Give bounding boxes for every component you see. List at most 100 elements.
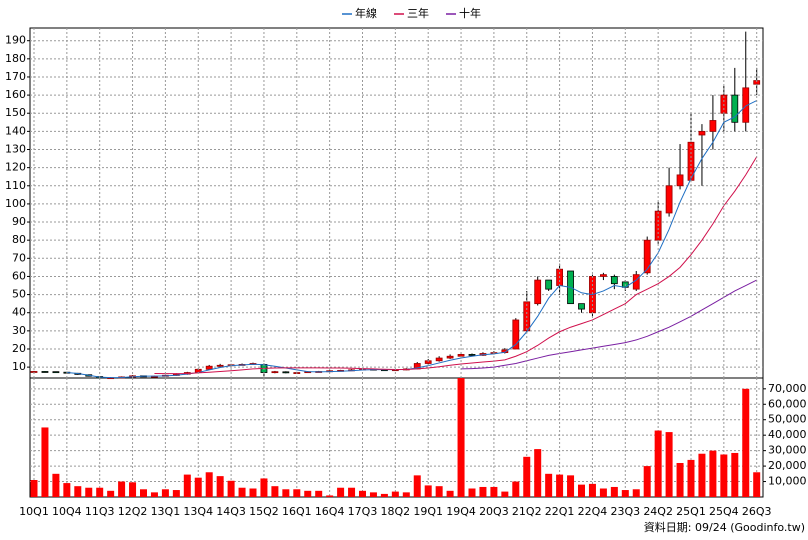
volume-bar — [260, 478, 268, 497]
volume-bar — [326, 495, 334, 497]
x-tick-label: 25Q1 — [676, 505, 706, 518]
volume-bar — [140, 489, 147, 497]
x-tick-label: 24Q2 — [643, 505, 673, 518]
volume-bar — [512, 481, 520, 497]
volume-bar — [610, 486, 618, 497]
volume-bar — [118, 481, 126, 497]
volume-bar — [348, 487, 356, 497]
volume-bar — [457, 378, 465, 497]
x-tick-label: 17Q3 — [348, 505, 378, 518]
x-tick-label: 12Q2 — [118, 505, 148, 518]
candle-body — [545, 279, 553, 290]
candle-body — [742, 87, 750, 123]
x-tick-label: 16Q4 — [315, 505, 345, 518]
volume-bar — [556, 474, 564, 497]
volume-bar — [63, 483, 71, 497]
x-tick-label: 21Q2 — [512, 505, 542, 518]
x-tick-label: 16Q1 — [282, 505, 312, 518]
volume-bar — [720, 454, 728, 497]
y-tick-label: 40,000 — [768, 428, 807, 441]
volume-bar — [282, 489, 290, 497]
x-tick-label: 15Q2 — [249, 505, 279, 518]
y-tick-label: 90 — [12, 215, 26, 228]
volume-bar — [249, 488, 257, 497]
y-tick-label: 20 — [12, 342, 26, 355]
volume-bar — [654, 430, 662, 497]
y-tick-label: 70,000 — [768, 382, 807, 395]
volume-bar — [216, 476, 224, 497]
volume-bar — [30, 480, 38, 497]
volume-bar — [96, 487, 104, 497]
price-panel — [29, 27, 764, 379]
y-tick-label: 130 — [5, 143, 26, 156]
volume-bar — [665, 432, 673, 497]
volume-bar — [161, 489, 169, 497]
y-tick-label: 60,000 — [768, 397, 807, 410]
candle-body — [512, 319, 520, 350]
y-tick-label: 160 — [5, 88, 26, 101]
x-tick-label: 22Q4 — [578, 505, 608, 518]
candle-body — [271, 371, 279, 374]
volume-bar — [621, 490, 629, 497]
volume-bar — [172, 490, 180, 497]
volume-bar — [369, 492, 377, 497]
candle-body — [534, 279, 542, 305]
volume-bar — [183, 474, 191, 497]
x-tick-label: 19Q1 — [413, 505, 443, 518]
legend-label: 十年 — [459, 6, 481, 20]
y-tick-label: 150 — [5, 106, 26, 119]
x-tick-label: 13Q1 — [151, 505, 181, 518]
volume-bar — [85, 487, 93, 497]
volume-bar — [643, 466, 651, 497]
x-tick-label: 10Q1 — [19, 505, 49, 518]
y-tick-label: 10 — [12, 360, 26, 373]
volume-bar — [194, 477, 202, 497]
volume-bar — [632, 489, 640, 497]
volume-bar — [676, 463, 684, 497]
volume-bar — [578, 484, 585, 497]
candle-body — [600, 274, 607, 277]
candle-body — [435, 357, 443, 362]
volume-bar — [709, 450, 717, 497]
volume-bar — [599, 488, 607, 497]
y-tick-label: 180 — [5, 52, 26, 65]
y-tick-label: 20,000 — [768, 459, 807, 472]
volume-bar — [380, 493, 388, 497]
y-tick-label: 30 — [12, 324, 26, 337]
volume-bar — [424, 485, 432, 497]
volume-bar — [501, 491, 509, 497]
candle-body — [731, 94, 739, 123]
volume-bar — [337, 487, 345, 497]
x-tick-label: 20Q3 — [479, 505, 509, 518]
candle-body — [468, 354, 476, 356]
x-tick-label: 23Q3 — [610, 505, 640, 518]
volume-bar — [413, 475, 421, 497]
volume-bar — [402, 492, 410, 497]
volume-bar — [150, 492, 158, 497]
volume-bar — [545, 473, 553, 497]
candle-body — [643, 239, 651, 274]
y-tick-label: 50,000 — [768, 413, 807, 426]
y-tick-label: 110 — [5, 179, 26, 192]
ma-line — [66, 100, 757, 379]
volume-bar — [523, 456, 531, 497]
x-tick-label: 14Q3 — [216, 505, 246, 518]
candle-body — [446, 355, 454, 359]
y-tick-label: 170 — [5, 70, 26, 83]
candle-body — [52, 371, 60, 374]
y-tick-label: 40 — [12, 306, 26, 319]
x-tick-label: 25Q4 — [709, 505, 739, 518]
volume-bar — [315, 490, 323, 497]
volume-bar — [588, 483, 596, 497]
volume-bar — [753, 472, 761, 497]
volume-bar — [687, 459, 695, 497]
volume-bar — [52, 473, 60, 497]
candle-body — [41, 371, 49, 373]
candle-body — [216, 364, 224, 367]
y-tick-label: 30,000 — [768, 444, 807, 457]
candle-body — [610, 276, 618, 285]
y-tick-label: 80 — [12, 233, 26, 246]
volume-bar — [304, 490, 312, 497]
x-tick-label: 19Q4 — [446, 505, 476, 518]
volume-bar — [490, 486, 498, 497]
